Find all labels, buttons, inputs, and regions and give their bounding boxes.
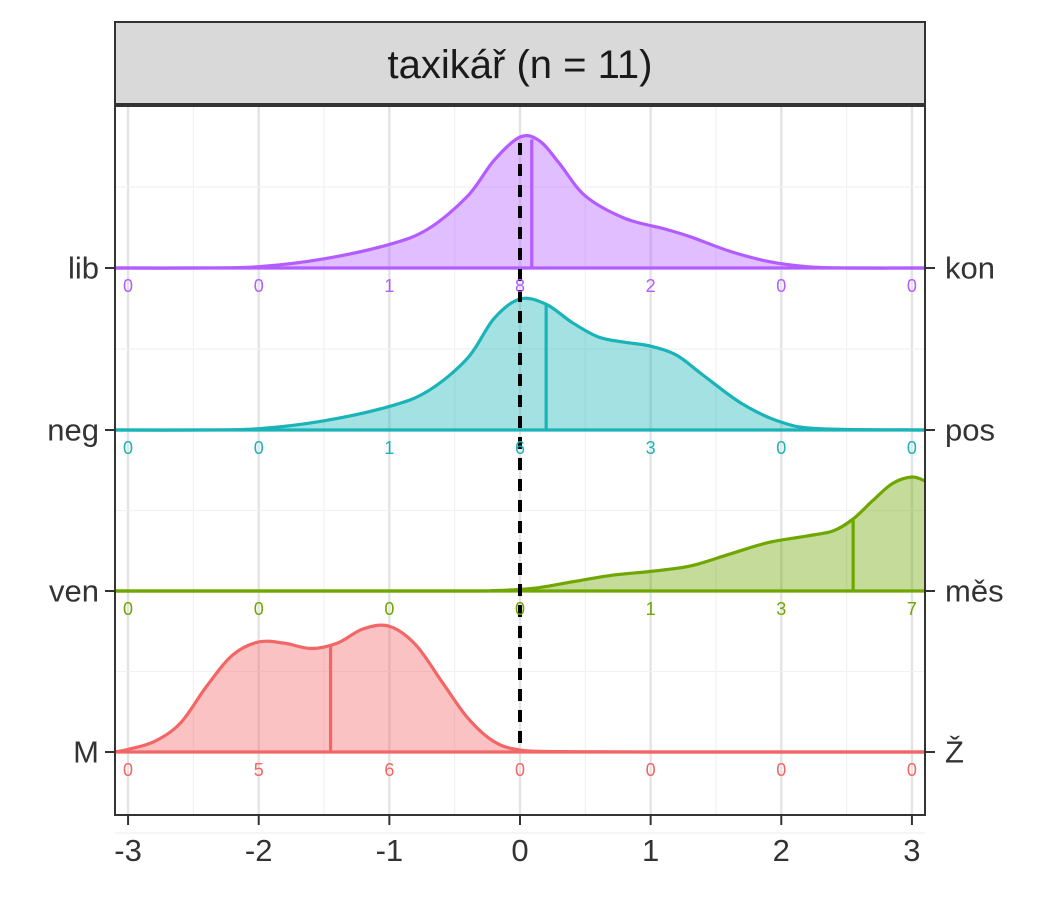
density-area (115, 135, 925, 269)
count-label: 6 (384, 760, 394, 780)
count-label: 1 (384, 438, 394, 458)
count-labels: 0 0 1 8 2 0 0 0 0 1 6 3 0 0 0 0 0 0 1 3 7 0 5 6 0 0 0 0 (123, 276, 917, 780)
count-label: 0 (384, 599, 394, 619)
count-label: 0 (123, 599, 133, 619)
count-label: 5 (254, 760, 264, 780)
count-label: 1 (384, 276, 394, 296)
axes: -3 -2 -1 0 1 2 3 lib kon neg pos ven měs M Ž (47, 251, 1003, 869)
left-category-label: lib (68, 251, 99, 286)
count-label: 0 (254, 599, 264, 619)
ridge-lib (114, 134, 926, 270)
count-label: 6 (515, 438, 525, 458)
left-category-label: M (73, 735, 99, 770)
count-label: 3 (646, 438, 656, 458)
count-label: 0 (254, 276, 264, 296)
count-label: 0 (254, 438, 264, 458)
count-label: 0 (515, 599, 525, 619)
count-label: 0 (776, 276, 786, 296)
strip-background (114, 21, 926, 105)
count-label: 8 (515, 276, 525, 296)
count-label: 0 (123, 438, 133, 458)
x-tick-label: 1 (642, 833, 659, 868)
right-category-label: kon (945, 251, 995, 286)
left-category-label: ven (49, 574, 99, 609)
x-tick-label: 2 (773, 833, 790, 868)
density-area (115, 625, 925, 753)
x-tick-label: -3 (114, 833, 142, 868)
count-label: 0 (776, 760, 786, 780)
density-area (115, 476, 925, 592)
chart-title: taxikář (n = 11) (388, 43, 653, 87)
count-label: 2 (646, 276, 656, 296)
count-label: 0 (123, 276, 133, 296)
right-category-label: Ž (945, 735, 964, 770)
count-label: 0 (907, 276, 917, 296)
count-label: 0 (515, 760, 525, 780)
x-tick-label: -2 (245, 833, 273, 868)
right-category-label: měs (945, 574, 1004, 609)
count-label: 7 (907, 599, 917, 619)
ridge-M (114, 623, 926, 754)
density-line (114, 134, 926, 270)
left-category-label: neg (47, 413, 99, 448)
x-tick-label: 3 (903, 833, 920, 868)
x-tick-label: -1 (376, 833, 404, 868)
count-label: 0 (646, 760, 656, 780)
count-label: 1 (646, 599, 656, 619)
count-label: 0 (123, 760, 133, 780)
density-line (114, 296, 926, 432)
count-label: 0 (907, 760, 917, 780)
right-category-label: pos (945, 413, 995, 448)
count-label: 3 (776, 599, 786, 619)
x-tick-label: 0 (511, 833, 528, 868)
count-label: 0 (776, 438, 786, 458)
facet-strip: taxikář (n = 11) (114, 21, 926, 105)
count-label: 0 (907, 438, 917, 458)
